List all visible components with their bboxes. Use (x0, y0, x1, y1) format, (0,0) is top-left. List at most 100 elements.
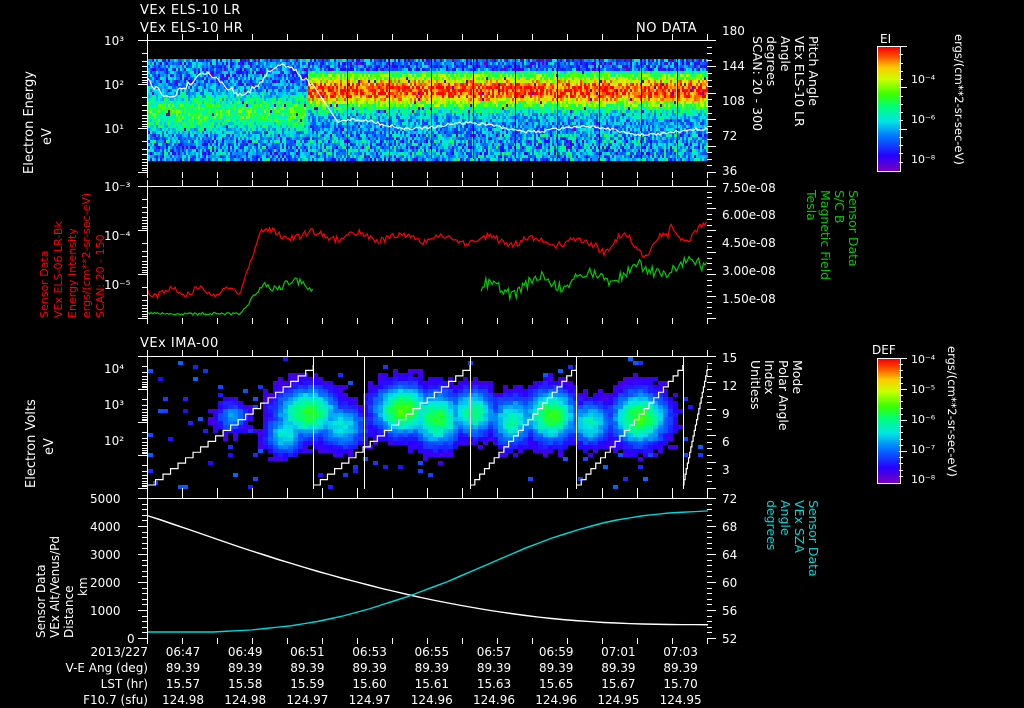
table-cell: 124.98 (162, 693, 204, 707)
panel1-right-axis-label-5: SCAN: 20 - 300 (750, 36, 765, 131)
panel4-ytick-2: 3000 (90, 548, 121, 562)
panel2-ytick-0: 10⁻³ (104, 180, 131, 194)
panel4-right-axis-label-3: Angle (778, 500, 793, 536)
table-cell: 124.97 (348, 693, 391, 707)
table-cell: 124.95 (659, 693, 702, 707)
panel3-ytick-1: 10³ (104, 398, 125, 412)
panel2-right-tick-3: 3.00e-08 (722, 264, 776, 278)
table-cell: 89.39 (663, 661, 698, 675)
panel1-tick-marks (125, 30, 735, 185)
panel2-left-axis-label-3: Energy Intensity (66, 228, 79, 318)
panel1-right-tick-2: 108 (722, 94, 745, 108)
panel4-right-tick-1: 68 (722, 520, 738, 534)
panel3-colorbar-units: ergs/(cm**2-sr-sec-eV) (945, 346, 959, 477)
panel3-right-axis-label-4: Unitless (748, 360, 763, 410)
table-cell: 06:49 (227, 645, 263, 659)
panel3-colorbar-ticks (899, 358, 909, 482)
panel1-title-lr: VEx ELS-10 LR (140, 3, 241, 18)
table-cell: 15.65 (539, 677, 574, 691)
table-cell: 15.58 (228, 677, 263, 691)
table-cell: 89.39 (165, 661, 201, 675)
panel1-ytick-1: 10² (104, 78, 125, 92)
panel2-right-axis-label-1: Sensor Data (846, 190, 861, 267)
panel3-colorbar (877, 358, 901, 484)
panel2-ytick-2: 10⁻⁵ (104, 278, 131, 292)
table-cell: 89.39 (290, 661, 325, 675)
panel2-right-tick-4: 1.50e-08 (722, 292, 776, 306)
panel4-right-tick-0: 72 (722, 492, 738, 506)
panel3-left-axis-label-1: Electron Volts (24, 399, 39, 488)
panel2-right-tick-0: 7.50e-08 (722, 181, 776, 195)
panel1-left-axis-label-1: Electron Energy (22, 71, 37, 174)
table-cell: 15.67 (601, 677, 636, 691)
table-cell: 15.70 (663, 677, 698, 691)
table-row-label: 2013/227 (90, 645, 149, 659)
panel1-right-axis-label-1: Pitch Angle (806, 36, 821, 106)
table-cell: 124.96 (473, 693, 515, 707)
panel4-left-axis-label-3: Distance (62, 585, 76, 638)
panel2-right-tick-2: 4.50e-08 (722, 236, 776, 250)
table-cell: 124.95 (597, 693, 640, 707)
panel2-left-axis-label-1: Sensor Data (38, 250, 51, 318)
table-cell: 07:01 (601, 645, 636, 659)
panel3-tick-marks (125, 346, 735, 501)
panel3-right-tick-4: 3 (722, 463, 730, 477)
panel3-colorbar-tick-1: 10⁻⁵ (911, 383, 936, 396)
table-cell: 89.39 (352, 661, 387, 675)
panel4-right-tick-3: 60 (722, 576, 738, 590)
panel4-right-tick-5: 52 (722, 632, 738, 646)
panel3-ytick-0: 10⁴ (104, 362, 125, 376)
table-cell: 89.39 (414, 661, 449, 675)
table-row-label: F10.7 (sfu) (83, 693, 148, 707)
table-cell: 15.57 (165, 677, 201, 691)
panel2-left-axis-label-5: SCAN: 20 - 150 (94, 234, 107, 318)
panel4-right-axis-label-1: Sensor Data (806, 500, 821, 577)
panel1-colorbar-tick-0: 10⁻⁴ (911, 73, 936, 86)
panel3-colorbar-tick-4: 10⁻⁸ (911, 473, 936, 486)
panel2-right-axis-label-4: Tesla (804, 190, 819, 221)
table-cell: 15.59 (290, 677, 325, 691)
panel1-colorbar-title: EI (880, 32, 892, 46)
panel3-colorbar-tick-3: 10⁻⁷ (911, 443, 936, 456)
panel4-ytick-4: 1000 (90, 604, 121, 618)
panel1-right-axis-label-4: degrees (764, 36, 779, 87)
panel2-tick-marks (125, 176, 735, 331)
table-cell: 124.96 (535, 693, 578, 707)
panel4-left-axis-label-4: km (76, 577, 90, 596)
table-cell: 124.97 (286, 693, 329, 707)
panel4-ytick-0: 5000 (90, 492, 121, 506)
table-cell: 89.39 (601, 661, 636, 675)
panel2-right-axis-label-2: S/C B (832, 190, 847, 224)
panel1-right-tick-3: 72 (722, 129, 738, 143)
table-cell: 06:57 (476, 645, 512, 659)
panel1-right-tick-4: 36 (722, 164, 738, 178)
table-cell: 89.39 (228, 661, 263, 675)
table-cell: 89.39 (476, 661, 512, 675)
panel2-left-axis-label-2: VEx ELS-06 LR-Bk (52, 221, 65, 318)
panel4-right-tick-4: 56 (722, 604, 738, 618)
table-cell: 07:03 (663, 645, 698, 659)
panel1-colorbar (877, 46, 901, 172)
panel3-right-axis-label-2: Polar Angle (776, 360, 791, 431)
panel3-right-tick-0: 15 (722, 351, 738, 365)
table-cell: 06:53 (352, 645, 387, 659)
panel4-left-axis-label-1: Sensor Data (34, 564, 48, 638)
panel4-tick-marks (125, 488, 735, 653)
panel3-right-tick-1: 12 (722, 379, 738, 393)
panel3-colorbar-tick-0: 10⁻⁴ (911, 353, 936, 366)
panel3-colorbar-title: DEF (872, 343, 896, 357)
panel1-colorbar-ticks (899, 46, 909, 170)
panel4-ytick-1: 4000 (90, 520, 121, 534)
table-cell: 15.61 (414, 677, 449, 691)
table-cell: 06:51 (290, 645, 325, 659)
panel1-colorbar-tick-1: 10⁻⁶ (911, 113, 936, 126)
panel4-left-axis-label-2: VEx Alt/Venus/Pd (48, 535, 62, 638)
panel2-right-tick-1: 6.00e-08 (722, 208, 776, 222)
panel2-left-axis-label-4: ergs/(cm**2-sr-sec-eV) (80, 192, 93, 318)
panel4-right-axis-label-4: degrees (764, 500, 779, 551)
table-cell: 06:59 (538, 645, 574, 659)
table-row-label: V-E Ang (deg) (65, 661, 148, 675)
panel1-right-tick-0: 180 (722, 24, 745, 38)
panel3-right-axis-label-3: Index (762, 360, 777, 395)
panel3-right-tick-2: 9 (722, 407, 730, 421)
